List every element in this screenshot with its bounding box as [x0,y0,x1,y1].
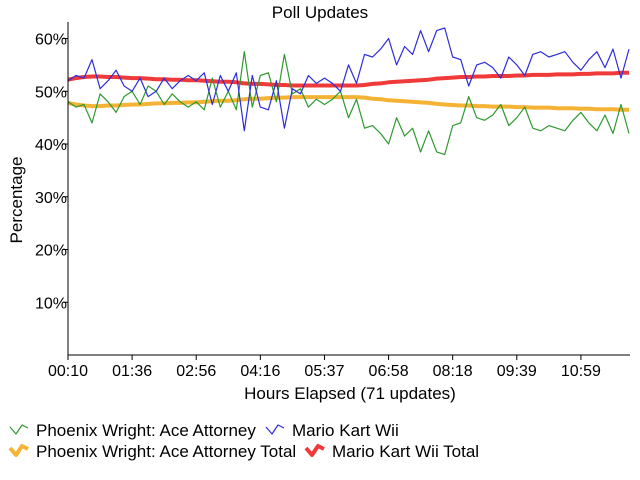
legend-label-mario-kart-wii: Mario Kart Wii [292,421,399,440]
x-tick-label: 05:37 [304,363,344,380]
x-tick-label: 09:39 [497,363,537,380]
x-tick-label: 04:16 [240,363,280,380]
chart-title: Poll Updates [272,3,368,22]
y-tick-label: 40% [35,137,67,154]
series-line-phoenix-wright-ace-attorney [67,51,630,156]
y-tick-label: 30% [35,190,67,207]
x-tick-label: 02:56 [176,363,216,380]
y-tick-label: 50% [35,84,67,101]
x-tick-label: 06:58 [369,363,409,380]
legend-label-phoenix-wright-ace-attorney-total: Phoenix Wright: Ace Attorney Total [36,442,296,461]
legend-swatch-phoenix-wright-ace-attorney [9,424,29,435]
legend-swatch-mario-kart-wii [265,424,285,435]
legend-label-mario-kart-wii-total: Mario Kart Wii Total [332,442,479,461]
x-tick-label: 08:18 [433,363,473,380]
y-axis: 10% 20% 30% 40% 50% 60% [35,22,69,355]
x-tick-label: 10:59 [561,363,601,380]
series-line-phoenix-wright-ace-attorney-total [67,95,629,112]
x-tick-label: 00:10 [48,363,88,380]
series-line-mario-kart-wii [67,27,630,132]
legend-label-phoenix-wright-ace-attorney: Phoenix Wright: Ace Attorney [36,421,256,440]
legend-swatch-phoenix-wright-ace-attorney-total [8,444,29,457]
plot-area [67,27,630,156]
y-axis-label: Percentage [7,157,26,244]
x-tick-label: 01:36 [112,363,152,380]
y-tick-label: 60% [35,32,67,49]
y-tick-label: 20% [35,243,67,260]
legend-swatch-mario-kart-wii-total [304,444,325,457]
legend: Phoenix Wright: Ace Attorney Mario Kart W… [8,421,479,461]
y-tick-label: 10% [35,295,67,312]
series-line-mario-kart-wii-total [67,70,629,88]
x-axis-label: Hours Elapsed (71 updates) [244,384,456,403]
x-axis: 00:10 01:36 02:56 04:16 05:37 06:58 08:18 09:39… [48,354,630,380]
